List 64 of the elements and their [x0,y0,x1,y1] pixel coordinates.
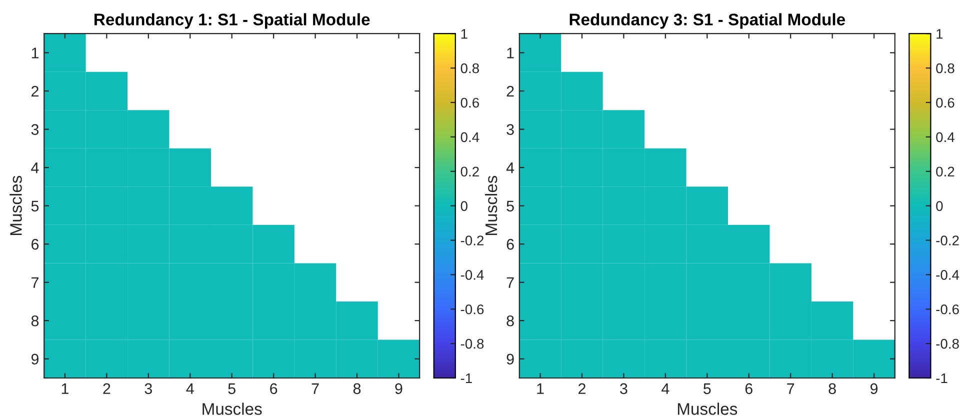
color-bar-label: 0.8 [460,63,479,74]
x-axis-title: Muscles [678,402,738,415]
color-bar-label: 0 [936,201,943,211]
x-tick-label: 9 [870,383,878,394]
x-tick-label: 3 [144,383,152,394]
color-bar-label: 0.2 [936,166,954,177]
x-tick-label: 8 [828,383,836,394]
color-bar-label: -0.8 [460,338,484,349]
color-bar-label: -0.6 [936,304,959,314]
color-bar-label: 0.8 [936,63,954,74]
x-tick-label: 3 [620,383,628,394]
y-tick-label: 4 [31,162,39,174]
x-tick-label: 1 [62,383,68,394]
y-tick-label: 5 [31,200,39,212]
x-tick-label: 4 [186,383,194,394]
x-tick-label: 9 [395,383,402,394]
color-bar-label: -1 [460,373,472,384]
y-tick-label: 1 [507,48,514,58]
color-bar-label: 0.6 [460,98,479,108]
x-tick-label: 7 [787,383,794,394]
y-tick-label: 8 [506,315,514,326]
y-tick-label: 3 [31,124,39,135]
y-tick-label: 7 [32,277,38,288]
color-bar-label: 1 [461,29,468,39]
x-axis-title: Muscles [202,402,262,415]
x-tick-label: 8 [353,383,361,394]
color-bar-label: 1 [936,29,943,39]
y-axis-title: Muscles [484,176,498,235]
y-tick-label: 9 [506,354,514,365]
y-tick-label: 2 [506,86,514,97]
chart-title: Redundancy 1: S1 - Spatial Module [94,13,370,29]
color-bar-label: -0.4 [460,270,484,280]
color-bar-label: 0.6 [936,98,954,108]
x-tick-label: 1 [537,383,544,394]
y-tick-label: 5 [506,200,514,212]
x-tick-label: 5 [704,383,711,394]
x-tick-label: 5 [228,383,236,394]
y-tick-label: 1 [32,48,38,58]
y-tick-label: 4 [506,162,514,174]
y-tick-label: 6 [32,238,39,250]
color-bar-label: -0.2 [460,236,484,246]
y-tick-label: 9 [31,354,39,365]
color-bar-label: -1 [936,373,948,384]
color-bar-label: 0.4 [460,132,480,142]
y-tick-label: 3 [506,124,514,135]
y-tick-label: 8 [31,315,39,326]
x-tick-label: 2 [103,383,110,394]
x-tick-label: 6 [745,383,752,394]
color-bar-label: -0.4 [936,270,960,280]
color-bar-label: -0.8 [936,338,959,349]
x-tick-label: 4 [662,383,670,394]
y-tick-label: 2 [32,86,38,97]
y-tick-label: 7 [506,277,514,288]
x-tick-label: 2 [578,383,586,394]
color-bar-label: 0 [460,201,468,211]
y-tick-label: 6 [506,238,514,250]
color-bar-label: 0.4 [936,132,954,142]
x-tick-label: 7 [312,383,319,394]
color-bar-label: 0.2 [460,166,479,177]
y-axis-title: Muscles [10,176,22,235]
color-bar-label: -0.2 [936,236,959,246]
chart-title: Redundancy 3: S1 - Spatial Module [570,13,846,29]
x-tick-label: 6 [270,383,278,394]
color-bar-label: -0.6 [460,304,484,314]
